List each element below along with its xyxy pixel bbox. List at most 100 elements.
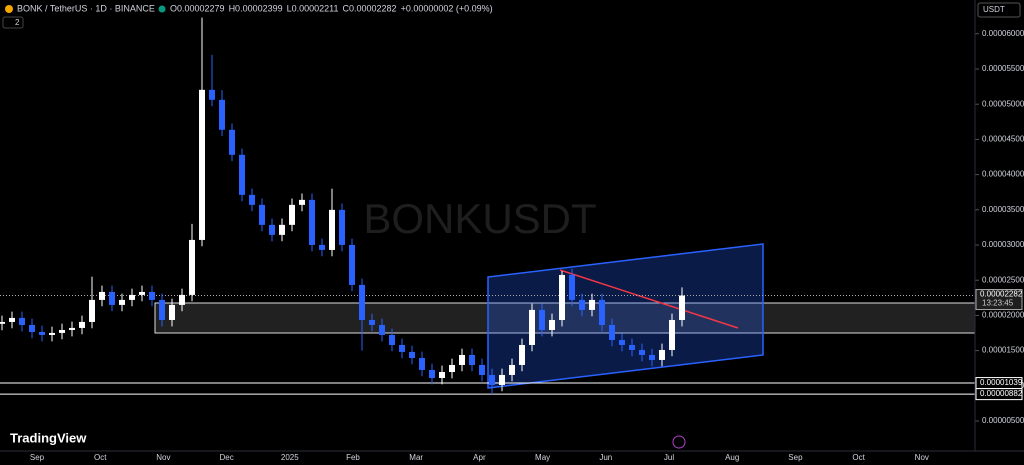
indicator-toggle[interactable]	[2, 16, 24, 29]
candle-body	[349, 244, 355, 285]
candle-body	[679, 295, 685, 320]
candle-body	[0, 321, 5, 324]
event-icon[interactable]	[672, 435, 686, 449]
candle-body	[619, 339, 625, 345]
candle-body	[519, 344, 525, 365]
candle-body	[309, 199, 315, 245]
ohlc-header: O0.00002279 H0.00002399 L0.00002211 C0.0000…	[170, 3, 493, 13]
candle-body	[319, 244, 325, 250]
candle-body	[559, 274, 565, 320]
candle-body	[609, 324, 615, 340]
candle-body	[69, 327, 75, 330]
candle-body	[429, 369, 435, 378]
y-tick-label: 0.00004500	[982, 135, 1024, 144]
candle-body	[459, 354, 465, 365]
candle-body	[139, 291, 145, 295]
ohlc-value: H0.00002399	[229, 3, 283, 13]
candle-body	[599, 299, 605, 325]
last-price-label: 0.00002282	[980, 290, 1023, 299]
candle-body	[439, 372, 445, 378]
candle-body	[169, 304, 175, 320]
candle-body	[359, 284, 365, 320]
currency-select[interactable]	[977, 2, 1021, 18]
candle-body	[149, 291, 155, 300]
price-line-label: 0.00000882	[980, 389, 1023, 398]
trend-line	[559, 269, 739, 329]
candle-body	[59, 329, 65, 333]
last-price-box	[975, 289, 1023, 311]
candle-body	[419, 357, 425, 370]
candle-body	[409, 351, 415, 358]
candle-body	[99, 291, 105, 300]
candle-body	[539, 309, 545, 330]
candle-body	[219, 99, 225, 130]
candle-body	[639, 349, 645, 355]
x-tick-label: Nov	[156, 453, 170, 462]
x-tick-label: Oct	[94, 453, 107, 462]
candle-body	[669, 319, 675, 350]
y-tick-label: 0.00005000	[982, 99, 1024, 108]
symbol: BONK / TetherUS · 1D · BINANCE	[17, 3, 155, 13]
x-tick-label: Apr	[473, 453, 486, 462]
candle-body	[389, 334, 395, 345]
candle-body	[299, 199, 305, 205]
candle-body	[229, 129, 235, 155]
candle-body	[9, 317, 15, 322]
currency-label: USDT	[983, 5, 1005, 14]
candle-body	[109, 291, 115, 305]
candle-body	[209, 89, 215, 100]
y-tick-label: 0.00006000	[982, 29, 1024, 38]
candle-body	[159, 299, 165, 320]
candle-body	[469, 354, 475, 365]
y-tick-label: 0.00002000	[982, 311, 1024, 320]
candle-body	[19, 317, 25, 325]
status-dot	[158, 5, 166, 13]
candle-body	[529, 309, 535, 345]
candle-body	[549, 319, 555, 330]
candle-body	[399, 344, 405, 352]
candle-body	[289, 204, 295, 225]
symbol-icon	[5, 5, 13, 13]
candle-body	[449, 364, 455, 373]
indicator-count: 2	[15, 18, 20, 27]
ohlc-value: O0.00002279	[170, 3, 225, 13]
axis-grid: 0.000005000.000010000.000015000.00002000…	[0, 29, 1024, 462]
y-tick-label: 0.00003500	[982, 205, 1024, 214]
countdown: 13:23:45	[982, 299, 1014, 308]
watermark: BONKUSDT	[363, 195, 596, 242]
candle-body	[259, 204, 265, 225]
candle-body	[179, 294, 185, 305]
brand: TradingView	[10, 430, 87, 445]
candle-body	[379, 324, 385, 335]
candle-body	[579, 299, 585, 310]
candles	[0, 17, 685, 395]
x-tick-label: Nov	[915, 453, 929, 462]
x-tick-label: Aug	[725, 453, 739, 462]
y-tick-label: 0.00005500	[982, 64, 1024, 73]
y-tick-label: 0.00001500	[982, 346, 1024, 355]
x-tick-label: Oct	[852, 453, 865, 462]
ohlc-value: +0.00000002 (+0.09%)	[401, 3, 493, 13]
y-tick-label: 0.00000500	[982, 416, 1024, 425]
candle-body	[649, 354, 655, 360]
candle-body	[79, 321, 85, 328]
ohlc-value: C0.00002282	[343, 3, 397, 13]
x-tick-label: 2025	[281, 453, 299, 462]
candle-body	[29, 324, 35, 332]
candle-body	[239, 154, 245, 195]
candle-body	[119, 299, 125, 305]
candle-body	[499, 374, 505, 385]
candle-body	[269, 224, 275, 235]
candle-body	[589, 299, 595, 310]
x-tick-label: May	[535, 453, 550, 462]
x-tick-label: Feb	[346, 453, 360, 462]
price-line-label: 0.00001039	[980, 378, 1023, 387]
candle-body	[49, 332, 55, 335]
x-tick-label: Sep	[788, 453, 803, 462]
ohlc-value: L0.00002211	[287, 3, 339, 13]
candle-body	[369, 319, 375, 325]
candle-body	[89, 299, 95, 322]
